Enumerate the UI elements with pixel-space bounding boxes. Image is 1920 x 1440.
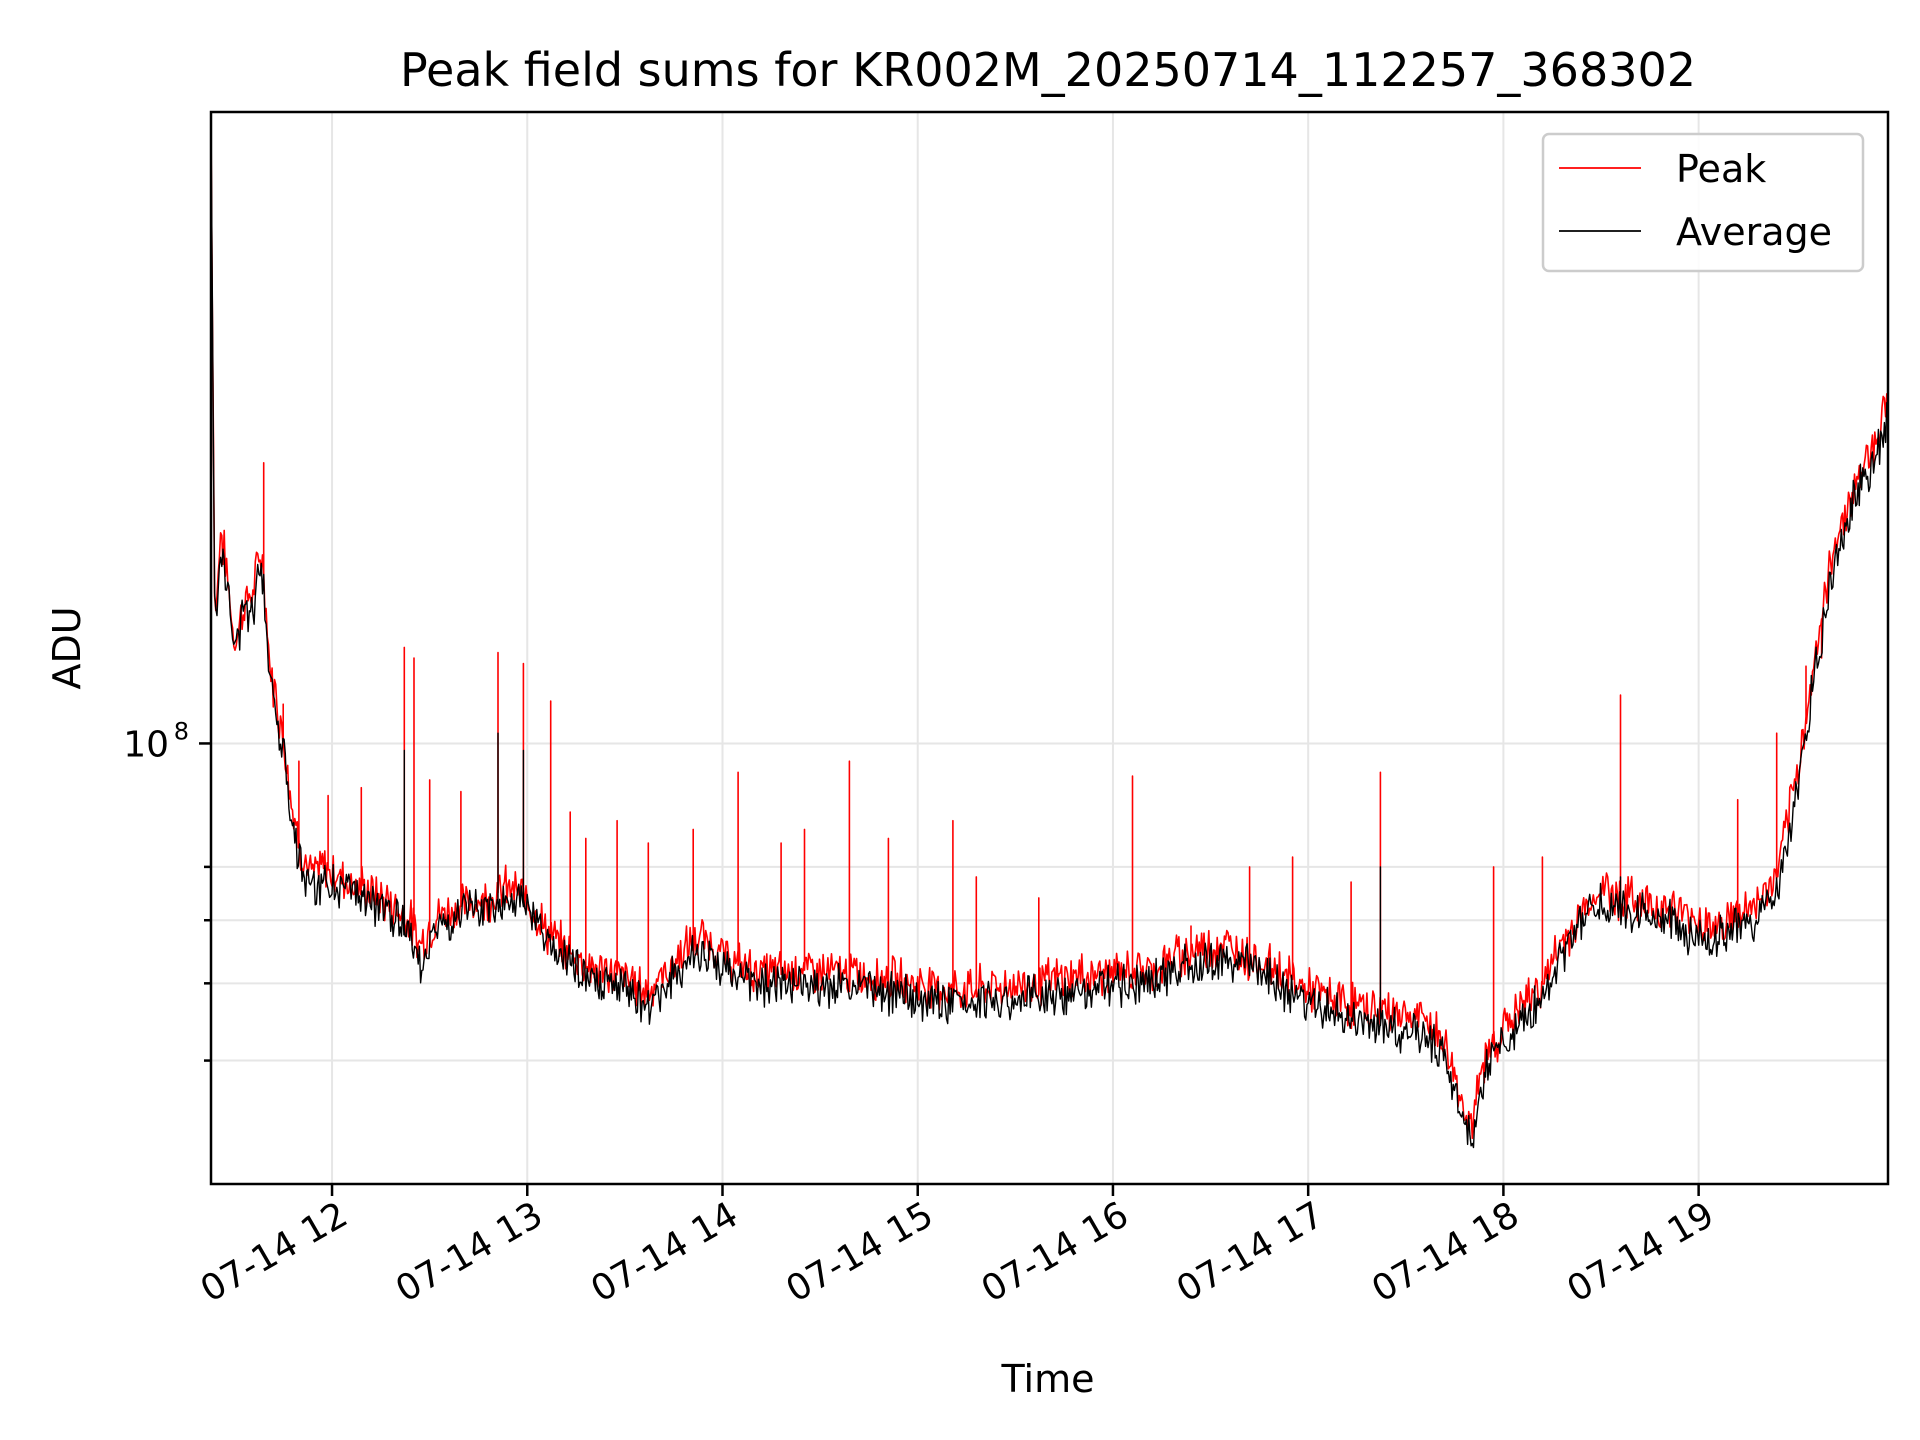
y-axis-label: ADU xyxy=(45,606,89,689)
x-axis-label: Time xyxy=(1001,1357,1095,1401)
y-tick-label-exponent: 8 xyxy=(174,717,189,745)
plot-frame xyxy=(209,110,1890,1186)
legend-label-peak: Peak xyxy=(1676,147,1766,191)
chart-title: Peak field sums for KR002M_20250714_1122… xyxy=(400,43,1696,97)
legend: Peak Average xyxy=(1541,132,1865,273)
series-line-average xyxy=(211,126,1888,1149)
legend-label-average: Average xyxy=(1676,210,1832,254)
series-area xyxy=(211,122,1888,1149)
y-tick-label: 10 xyxy=(123,724,169,765)
y-axis: 10 8 xyxy=(123,717,211,1062)
